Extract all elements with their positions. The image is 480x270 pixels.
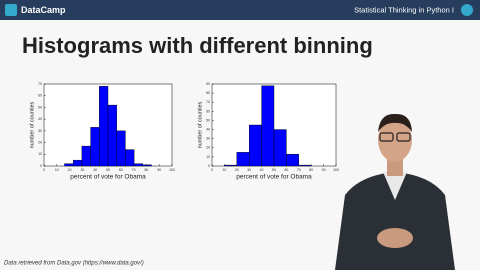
- bar: [64, 163, 74, 167]
- x-tick-label: 80: [144, 168, 148, 172]
- x-tick-label: 70: [132, 168, 136, 172]
- y-tick-label: 70: [206, 100, 210, 104]
- y-tick-label: 30: [206, 137, 210, 141]
- bar: [81, 145, 91, 167]
- bar: [236, 152, 250, 167]
- x-tick-label: 50: [106, 168, 110, 172]
- y-tick-label: 50: [38, 105, 42, 109]
- x-tick-label: 60: [284, 168, 288, 172]
- y-tick-label: 50: [206, 118, 210, 122]
- x-tick-label: 50: [272, 168, 276, 172]
- x-tick-label: 90: [322, 168, 326, 172]
- x-tick-label: 10: [222, 168, 226, 172]
- bar: [133, 163, 144, 167]
- y-axis-label: number of counties: [29, 101, 35, 148]
- x-axis-label: percent of vote for Obama: [236, 174, 312, 181]
- x-tick-label: 40: [260, 168, 264, 172]
- x-tick-label: 40: [93, 168, 97, 172]
- x-tick-label: 0: [43, 168, 45, 172]
- bar: [273, 129, 287, 167]
- y-tick-label: 10: [38, 152, 42, 156]
- x-tick-label: 90: [157, 168, 161, 172]
- x-tick-label: 20: [68, 168, 72, 172]
- x-axis-label: percent of vote for Obama: [70, 174, 146, 181]
- bar: [99, 86, 109, 167]
- course-icon: [461, 4, 473, 16]
- bar: [116, 130, 126, 167]
- y-tick-label: 10: [206, 155, 210, 159]
- x-tick-label: 60: [119, 168, 123, 172]
- y-tick-label: 20: [206, 146, 210, 150]
- y-tick-label: 40: [38, 117, 42, 121]
- y-tick-label: 30: [38, 129, 42, 133]
- x-tick-label: 80: [309, 168, 313, 172]
- y-tick-label: 80: [206, 91, 210, 95]
- x-tick-label: 0: [211, 168, 213, 172]
- logo-icon: [5, 4, 17, 16]
- x-tick-label: 100: [169, 168, 175, 172]
- x-tick-label: 30: [247, 168, 251, 172]
- x-tick-label: 100: [333, 168, 339, 172]
- x-tick-label: 10: [55, 168, 59, 172]
- bar: [286, 153, 299, 167]
- bar: [298, 164, 312, 167]
- bar: [142, 164, 152, 167]
- y-axis-label: number of counties: [197, 101, 203, 148]
- y-tick-label: 60: [206, 109, 210, 113]
- course-name: Statistical Thinking in Python I: [354, 5, 454, 14]
- bar: [224, 164, 237, 167]
- bar: [90, 127, 100, 167]
- bar: [107, 104, 117, 167]
- y-tick-label: 0: [208, 164, 210, 168]
- y-tick-label: 60: [38, 94, 42, 98]
- bar: [72, 159, 83, 167]
- bar: [125, 149, 135, 167]
- logo: DataCamp: [21, 5, 66, 15]
- presenter: [335, 113, 455, 270]
- y-tick-label: 90: [206, 82, 210, 86]
- y-tick-label: 40: [206, 127, 210, 131]
- x-tick-label: 70: [297, 168, 301, 172]
- x-tick-label: 20: [235, 168, 239, 172]
- bar: [261, 85, 275, 167]
- x-tick-label: 30: [80, 168, 84, 172]
- y-tick-label: 20: [38, 140, 42, 144]
- footer-note: Data retrieved from Data.gov (https://ww…: [4, 261, 144, 267]
- slide-title: Histograms with different binning: [22, 33, 373, 58]
- y-tick-label: 70: [38, 82, 42, 86]
- bar: [248, 124, 262, 167]
- y-tick-label: 0: [40, 164, 42, 168]
- header-bar: [0, 0, 480, 20]
